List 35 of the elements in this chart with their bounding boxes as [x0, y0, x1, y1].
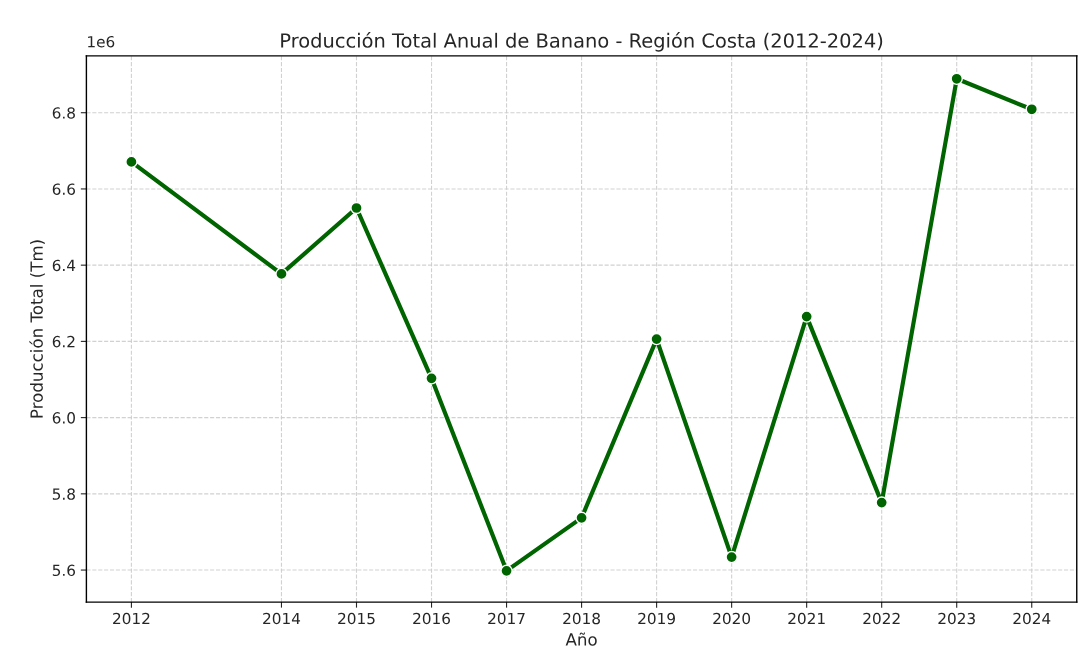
point: [950, 72, 963, 86]
y-tick-label: 6.4: [52, 259, 76, 272]
x-tick-label: 2016: [413, 612, 450, 625]
x-tick-label: 2019: [638, 612, 675, 625]
x-tick-label: 2014: [263, 612, 301, 625]
point: [125, 155, 138, 169]
x-tick-label: 2017: [488, 612, 525, 625]
y-tick-label: 6.2: [52, 335, 75, 348]
x-tick-label: 2015: [338, 612, 375, 625]
y-tick-label: 5.8: [52, 488, 75, 500]
point: [500, 564, 513, 578]
point: [725, 550, 738, 564]
y-tick-label: 6.8: [52, 107, 75, 119]
y-axis-title: Producción Total (Tm): [29, 240, 45, 418]
chart-title: Producción Total Anual de Banano - Región Costa (2012-2024): [281, 32, 883, 52]
x-tick-label: 2021: [788, 612, 825, 625]
point: [875, 496, 888, 509]
x-tick-label: 2023: [938, 612, 975, 625]
x-tick-label: 2020: [713, 612, 751, 625]
x-tick-label: 2022: [863, 612, 900, 625]
y-tick-label: 6.0: [52, 412, 75, 424]
point: [800, 310, 813, 323]
point: [275, 267, 288, 281]
point: [650, 332, 663, 346]
point: [350, 201, 363, 215]
y-tick-label: 6.6: [52, 183, 76, 195]
text: 1e6: [88, 35, 115, 48]
y-tick-label: 5.6: [52, 564, 76, 577]
x-tick-label: 2024: [1013, 612, 1051, 625]
x-tick-label: 2018: [563, 612, 600, 625]
x-tick-label: 2012: [113, 612, 150, 625]
point: [1025, 103, 1038, 116]
point: [425, 372, 438, 385]
x-axis-title: Año: [565, 632, 597, 646]
point: [575, 511, 588, 525]
